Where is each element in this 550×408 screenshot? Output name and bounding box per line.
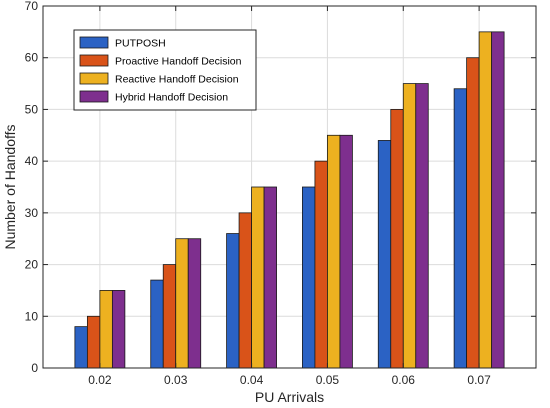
y-tick-label: 60 xyxy=(25,51,39,65)
legend-label: Hybrid Handoff Decision xyxy=(115,92,228,104)
bar xyxy=(162,264,177,369)
bar xyxy=(402,83,417,369)
x-axis-label: PU Arrivals xyxy=(255,389,324,405)
y-tick-label: 50 xyxy=(25,102,39,116)
bar xyxy=(99,290,113,369)
bar xyxy=(453,88,468,369)
legend-swatch xyxy=(79,54,109,67)
x-tick-label: 0.07 xyxy=(467,373,491,387)
y-tick-label: 10 xyxy=(25,309,39,323)
legend-label: PUTPOSH xyxy=(115,38,166,50)
bar xyxy=(111,290,126,369)
bar xyxy=(302,186,316,369)
y-tick-label: 70 xyxy=(25,0,39,13)
x-tick-label: 0.05 xyxy=(316,373,340,387)
legend-swatch xyxy=(79,90,109,103)
x-tick-label: 0.04 xyxy=(240,373,264,387)
y-tick-label: 40 xyxy=(25,154,39,168)
bar-series xyxy=(74,31,505,369)
x-tick-label: 0.03 xyxy=(164,373,188,387)
bar xyxy=(339,134,353,369)
legend-swatch xyxy=(79,72,109,85)
bar xyxy=(175,238,189,369)
plot-frame xyxy=(42,5,537,369)
bar xyxy=(390,109,404,369)
bar xyxy=(226,233,240,369)
bar xyxy=(263,186,277,369)
x-axis-ticks: 0.02 0.03 0.04 0.05 0.06 0.07 xyxy=(88,6,491,387)
legend: PUTPOSH Proactive Handoff Decision Reactiv… xyxy=(73,29,257,111)
x-tick-label: 0.02 xyxy=(88,373,112,387)
bar xyxy=(74,326,88,369)
legend-label: Proactive Handoff Decision xyxy=(115,56,242,68)
bar xyxy=(314,160,328,369)
bar xyxy=(466,57,480,369)
x-tick-label: 0.06 xyxy=(392,373,416,387)
y-axis-label: Number of Handoffs xyxy=(2,124,18,249)
bar xyxy=(478,31,493,369)
bar xyxy=(150,279,164,369)
bar xyxy=(491,31,505,369)
y-axis-ticks: 0 10 20 30 40 50 60 70 xyxy=(25,0,536,375)
bar xyxy=(238,212,252,369)
bar xyxy=(187,238,202,369)
legend-label: Reactive Handoff Decision xyxy=(115,74,239,86)
bar xyxy=(415,83,429,369)
bar xyxy=(251,186,265,369)
y-tick-label: 30 xyxy=(25,206,39,220)
bar xyxy=(86,315,101,369)
y-tick-label: 20 xyxy=(25,258,39,272)
bar xyxy=(377,140,392,369)
bar xyxy=(327,134,341,369)
legend-swatch xyxy=(79,36,109,49)
y-tick-label: 0 xyxy=(31,361,38,375)
